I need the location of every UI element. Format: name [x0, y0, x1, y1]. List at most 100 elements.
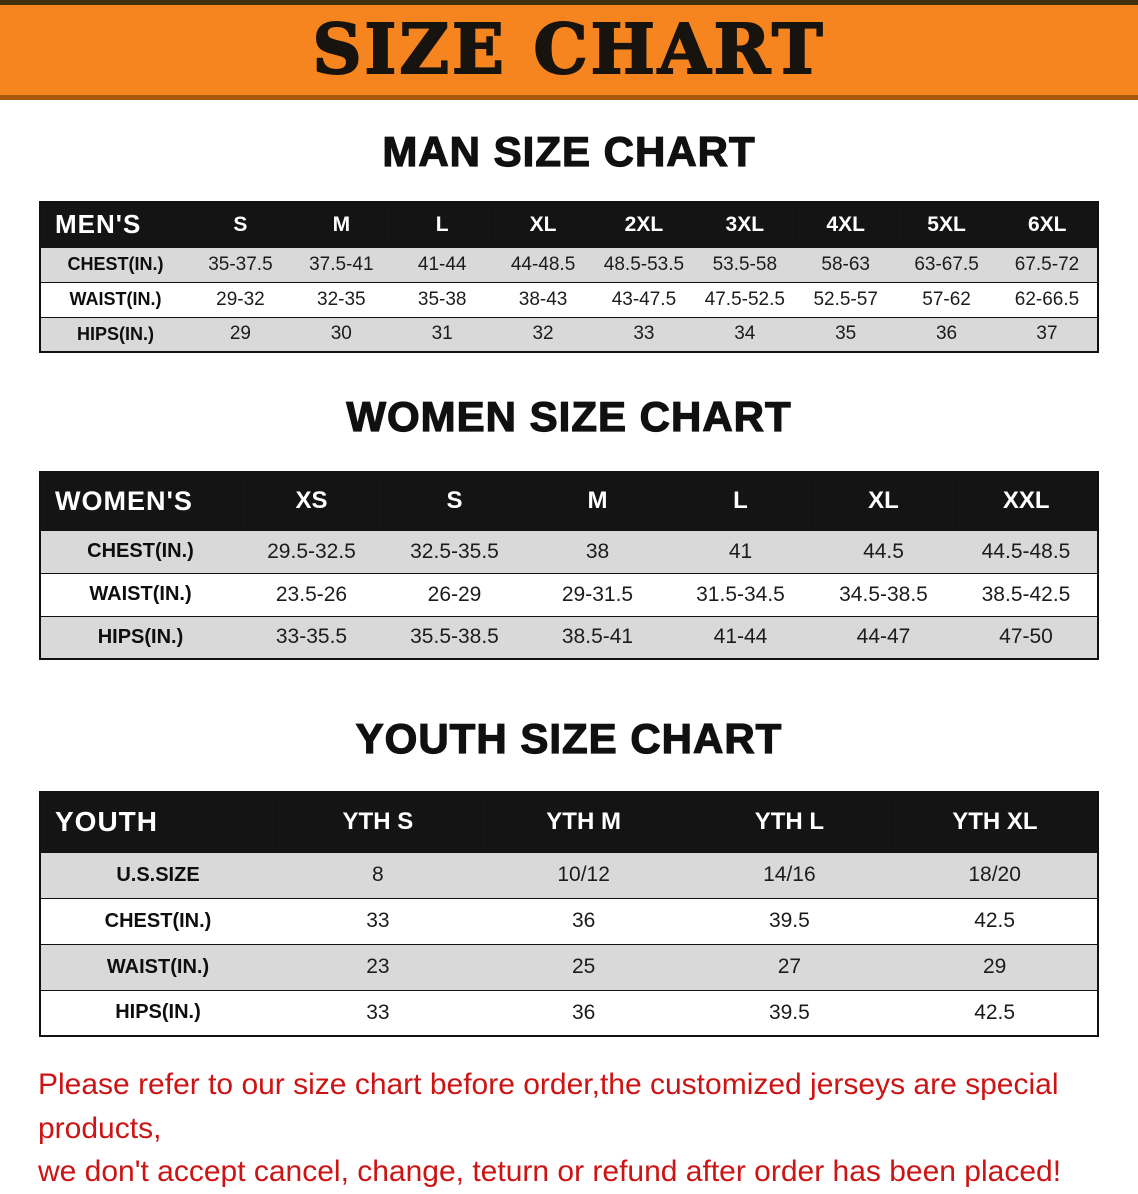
- column-header: S: [382, 471, 527, 531]
- cell: 29-31.5: [526, 572, 669, 617]
- cell: 36: [480, 989, 687, 1037]
- cell: 35.5-38.5: [383, 615, 526, 660]
- cell: 29-32: [190, 281, 291, 318]
- table-row: HIPS(IN.) 29 30 31 32 33 34 35 36 37: [40, 316, 1098, 353]
- column-header: 3XL: [693, 201, 796, 248]
- column-header: L: [391, 201, 494, 248]
- table-row: U.S.SIZE 8 10/12 14/16 18/20: [40, 851, 1098, 899]
- cell: 38.5-41: [526, 615, 669, 660]
- table-row: HIPS(IN.) 33-35.5 35.5-38.5 38.5-41 41-44 44-…: [40, 615, 1098, 660]
- cell: 47-50: [955, 615, 1098, 660]
- youth-section-title: YOUTH SIZE CHART: [355, 714, 783, 762]
- row-label: WAIST(IN.): [40, 572, 240, 617]
- footer-notice: Please refer to our size chart before or…: [0, 1037, 1138, 1194]
- cell: 58-63: [795, 246, 897, 283]
- cell: 41: [669, 529, 812, 574]
- row-label: HIPS(IN.): [40, 615, 240, 660]
- cell: 39.5: [686, 989, 893, 1037]
- cell: 34: [694, 316, 796, 353]
- section-youth: YOUTH SIZE CHART YOUTH YTH S YTH M YTH L YTH …: [0, 714, 1138, 1037]
- table-row: WAIST(IN.) 23 25 27 29: [40, 943, 1098, 991]
- row-label: U.S.SIZE: [40, 851, 275, 899]
- cell: 41-44: [669, 615, 812, 660]
- cell: 62-66.5: [997, 281, 1098, 318]
- column-header: L: [668, 471, 813, 531]
- cell: 30: [290, 316, 392, 353]
- cell: 31: [391, 316, 493, 353]
- column-header: YTH XL: [891, 791, 1099, 853]
- cell: 35: [795, 316, 897, 353]
- cell: 32: [492, 316, 594, 353]
- notice-line-1: Please refer to our size chart before or…: [38, 1068, 1059, 1145]
- cell: 39.5: [686, 897, 893, 945]
- row-label: HIPS(IN.): [40, 316, 190, 353]
- cell: 14/16: [686, 851, 893, 899]
- cell: 52.5-57: [795, 281, 897, 318]
- column-header: YTH S: [274, 791, 482, 853]
- column-header: 6XL: [996, 201, 1099, 248]
- cell: 37.5-41: [290, 246, 392, 283]
- cell: 33: [593, 316, 695, 353]
- column-header: YTH L: [686, 791, 893, 853]
- column-header: XL: [492, 201, 594, 248]
- cell: 33-35.5: [240, 615, 383, 660]
- column-header: XXL: [954, 471, 1099, 531]
- cell: 35-37.5: [190, 246, 291, 283]
- row-label: CHEST(IN.): [40, 246, 190, 283]
- mens-corner-label: MEN'S: [39, 201, 191, 248]
- cell: 31.5-34.5: [669, 572, 812, 617]
- table-row: CHEST(IN.) 33 36 39.5 42.5: [40, 897, 1098, 945]
- cell: 44-48.5: [492, 246, 594, 283]
- cell: 41-44: [391, 246, 493, 283]
- column-header: YTH M: [480, 791, 687, 853]
- row-label: CHEST(IN.): [40, 897, 275, 945]
- header-row: WOMEN'S XS S M L XL XXL: [39, 471, 1099, 531]
- banner: SIZE CHART: [0, 0, 1138, 100]
- cell: 27: [686, 943, 893, 991]
- cell: 37: [997, 316, 1098, 353]
- cell: 34.5-38.5: [812, 572, 955, 617]
- cell: 33: [275, 989, 481, 1037]
- table-row: HIPS(IN.) 33 36 39.5 42.5: [40, 989, 1098, 1037]
- youth-corner-label: YOUTH: [39, 791, 276, 853]
- column-header: S: [189, 201, 292, 248]
- cell: 18/20: [892, 851, 1098, 899]
- section-mens: MAN SIZE CHART MEN'S S M L XL 2XL 3XL 4XL 5XL 6XL C…: [0, 127, 1138, 353]
- section-womens: WOMEN SIZE CHART WOMEN'S XS S M L XL XXL CHEST(I…: [0, 392, 1138, 660]
- cell: 44-47: [812, 615, 955, 660]
- cell: 29: [892, 943, 1098, 991]
- cell: 38-43: [492, 281, 594, 318]
- page-title: SIZE CHART: [311, 10, 826, 90]
- cell: 44.5-48.5: [955, 529, 1098, 574]
- cell: 26-29: [383, 572, 526, 617]
- header-row: MEN'S S M L XL 2XL 3XL 4XL 5XL 6XL: [39, 201, 1099, 248]
- column-header: XL: [811, 471, 956, 531]
- womens-corner-label: WOMEN'S: [39, 471, 241, 531]
- cell: 53.5-58: [694, 246, 796, 283]
- cell: 43-47.5: [593, 281, 695, 318]
- cell: 32.5-35.5: [383, 529, 526, 574]
- cell: 67.5-72: [997, 246, 1098, 283]
- cell: 29.5-32.5: [240, 529, 383, 574]
- cell: 33: [275, 897, 481, 945]
- table-row: CHEST(IN.) 29.5-32.5 32.5-35.5 38 41 44.5 44.5…: [40, 529, 1098, 574]
- cell: 57-62: [896, 281, 997, 318]
- cell: 36: [480, 897, 687, 945]
- cell: 36: [896, 316, 997, 353]
- cell: 23: [275, 943, 481, 991]
- cell: 10/12: [480, 851, 687, 899]
- cell: 38.5-42.5: [955, 572, 1098, 617]
- row-label: CHEST(IN.): [40, 529, 240, 574]
- column-header: 5XL: [895, 201, 998, 248]
- cell: 29: [190, 316, 291, 353]
- cell: 32-35: [290, 281, 392, 318]
- cell: 42.5: [892, 897, 1098, 945]
- cell: 35-38: [391, 281, 493, 318]
- table-row: WAIST(IN.) 23.5-26 26-29 29-31.5 31.5-34.5 34…: [40, 572, 1098, 617]
- cell: 48.5-53.5: [593, 246, 695, 283]
- row-label: WAIST(IN.): [40, 943, 275, 991]
- table-row: WAIST(IN.) 29-32 32-35 35-38 38-43 43-47.5 47.…: [40, 281, 1098, 318]
- row-label: WAIST(IN.): [40, 281, 190, 318]
- column-header: 2XL: [593, 201, 695, 248]
